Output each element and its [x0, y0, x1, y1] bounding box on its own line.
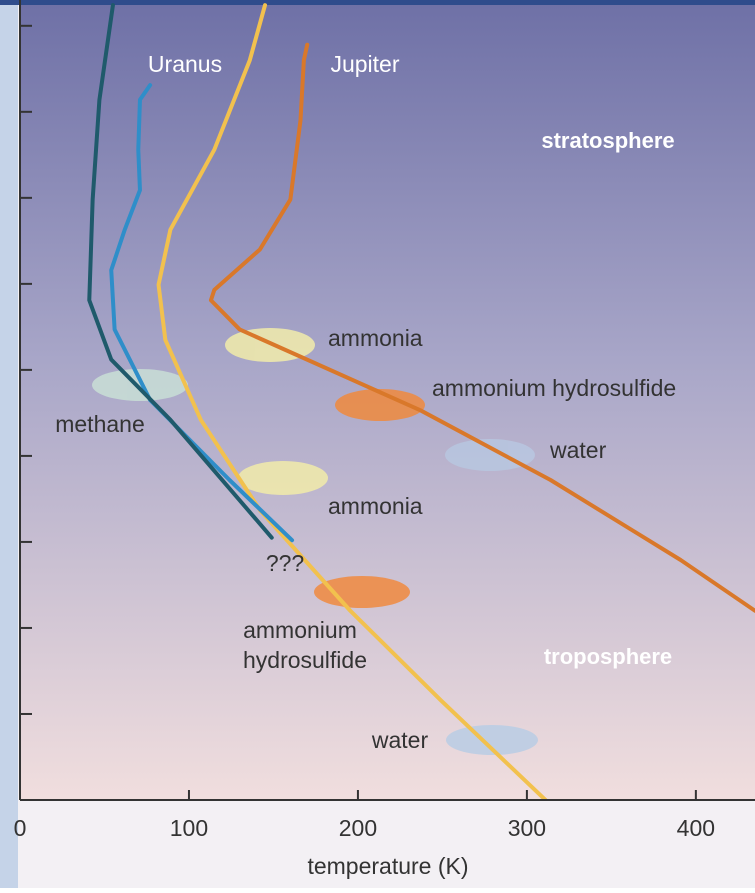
side-strip	[0, 0, 18, 888]
x-tick-label: 0	[14, 815, 27, 841]
annotation: ammonia	[328, 493, 423, 519]
cloud	[335, 389, 425, 421]
cloud	[238, 461, 328, 495]
annotation: ammonium	[243, 617, 357, 643]
series-label: Jupiter	[330, 51, 399, 77]
series-line	[156, 3, 548, 800]
x-tick-label: 300	[508, 815, 546, 841]
series-label: Uranus	[148, 51, 222, 77]
top-bar	[0, 0, 755, 5]
series-line	[87, 3, 274, 540]
lines	[87, 3, 755, 800]
annotation: ammonia	[328, 325, 423, 351]
annotation: ???	[266, 550, 304, 576]
annotation: methane	[55, 411, 145, 437]
x-tick-label: 200	[339, 815, 377, 841]
cloud	[92, 369, 188, 401]
clouds	[92, 328, 538, 755]
x-tick-label: 100	[170, 815, 208, 841]
series-line	[208, 42, 755, 613]
annotation: water	[549, 437, 607, 463]
x-axis-label: temperature (K)	[307, 853, 468, 879]
cloud	[314, 576, 410, 608]
annotation: water	[371, 727, 429, 753]
annotation: hydrosulfide	[243, 647, 367, 673]
annotation: troposphere	[544, 644, 672, 669]
annotation: stratosphere	[541, 128, 674, 153]
x-tick-label: 400	[677, 815, 715, 841]
annotation: ammonium hydrosulfide	[432, 375, 676, 401]
cloud	[446, 725, 538, 755]
cloud	[445, 439, 535, 471]
